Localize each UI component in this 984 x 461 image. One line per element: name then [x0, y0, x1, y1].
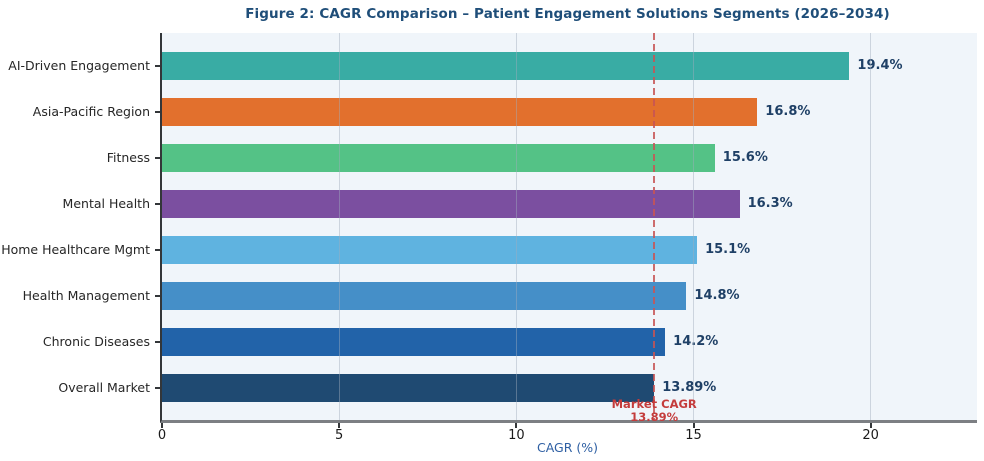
bar-ai-driven-engagement — [162, 51, 850, 80]
category-label: Overall Market — [58, 379, 150, 395]
bar-value-label: 15.6% — [722, 149, 768, 165]
chart-title: Figure 2: CAGR Comparison – Patient Enga… — [245, 6, 890, 22]
plot-area: 19.4% 16.8% 15.6% 16.3% 15.1% 14.8% 14.2% 13.89… — [160, 33, 977, 423]
category-label: Chronic Diseases — [42, 333, 150, 349]
x-tick-mark — [869, 423, 872, 428]
market-cagr-annotation-line2: 13.89% — [630, 410, 679, 424]
market-cagr-annotation-line1: Market CAGR — [611, 397, 697, 411]
bar-health-management — [162, 281, 687, 310]
bar-fitness — [162, 143, 715, 172]
market-cagr-annotation: Market CAGR 13.89% — [612, 398, 697, 424]
bar-value-label: 19.4% — [857, 57, 903, 73]
bar-overall-market — [162, 373, 655, 402]
x-tick-mark — [338, 423, 341, 428]
bar-value-label: 16.3% — [747, 195, 793, 211]
x-tick-label: 10 — [508, 428, 525, 443]
y-tick-mark — [155, 294, 160, 297]
bar-value-label: 15.1% — [705, 241, 751, 257]
x-tick-mark — [692, 423, 695, 428]
bar-value-label: 14.8% — [694, 287, 740, 303]
y-tick-mark — [155, 248, 160, 251]
grid-line — [693, 33, 695, 420]
y-tick-mark — [155, 340, 160, 343]
y-tick-mark — [155, 64, 160, 67]
bar-value-label: 13.89% — [662, 379, 717, 395]
x-tick-mark — [515, 423, 518, 428]
grid-line — [515, 33, 517, 420]
category-label: Fitness — [106, 149, 150, 165]
grid-line — [870, 33, 872, 420]
y-tick-mark — [155, 156, 160, 159]
y-tick-mark — [155, 386, 160, 389]
grid-line — [338, 33, 340, 420]
x-tick-mark — [161, 423, 163, 428]
bar-chronic-diseases — [162, 327, 666, 356]
bar-value-label: 16.8% — [765, 103, 811, 119]
category-label: Home Healthcare Mgmt — [1, 241, 150, 257]
x-axis-label: CAGR (%) — [536, 440, 599, 455]
bar-asia-pacific-region — [162, 97, 758, 126]
category-label: AI-Driven Engagement — [8, 57, 150, 73]
category-label: Asia-Pacific Region — [32, 103, 150, 119]
bar-home-healthcare-mgmt — [162, 235, 698, 264]
y-tick-mark — [155, 202, 160, 205]
x-tick-label: 15 — [685, 428, 702, 443]
market-cagr-line — [653, 33, 656, 420]
x-tick-label: 20 — [862, 428, 879, 443]
bar-value-label: 14.2% — [673, 333, 719, 349]
x-tick-label: 0 — [157, 428, 167, 443]
bar-mental-health — [162, 189, 740, 218]
y-tick-mark — [155, 110, 160, 113]
category-label: Health Management — [22, 287, 150, 303]
x-tick-label: 5 — [335, 428, 344, 443]
category-label: Mental Health — [62, 195, 150, 211]
